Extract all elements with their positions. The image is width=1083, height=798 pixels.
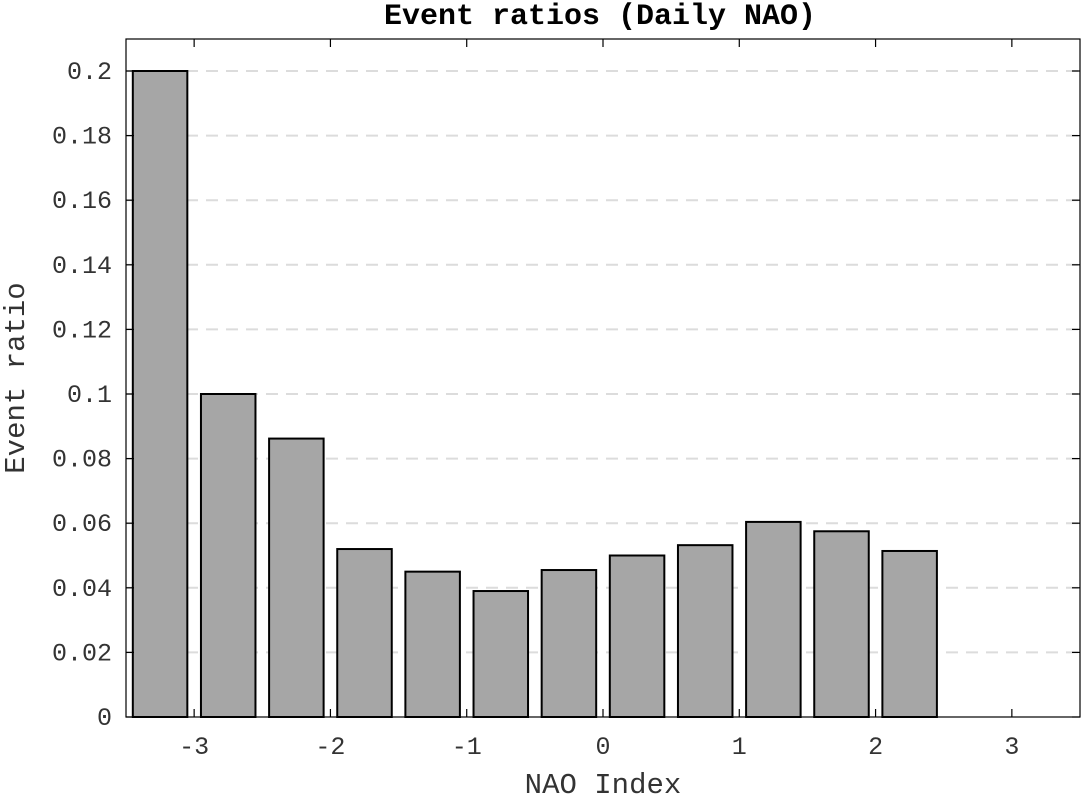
y-tick-label: 0.2 — [67, 58, 112, 87]
bar — [404, 570, 461, 719]
bar — [131, 70, 189, 718]
x-tick-label: -1 — [452, 733, 482, 762]
bars — [131, 70, 938, 719]
bar — [676, 544, 734, 718]
y-tick-label: 0.16 — [52, 187, 112, 216]
x-tick-label: -3 — [179, 733, 209, 762]
bar — [881, 549, 938, 719]
bar — [472, 590, 530, 719]
x-tick-label: -2 — [315, 733, 345, 762]
bar — [540, 569, 598, 718]
y-tick-label: 0.14 — [52, 252, 112, 281]
bar — [813, 530, 870, 719]
x-tick-label: 2 — [868, 733, 883, 762]
y-tick-label: 0.1 — [67, 381, 112, 410]
axis-ticks: 0 0.02 0.04 0.06 0.08 0.1 0.12 0.14 0.16 0.18 0.2 -… — [52, 39, 1080, 762]
bar — [199, 393, 257, 718]
y-tick-label: 0.12 — [52, 316, 112, 345]
bar — [336, 548, 393, 718]
y-tick-label: 0.08 — [52, 446, 112, 475]
y-tick-label: 0.02 — [52, 639, 112, 668]
bar — [268, 437, 325, 718]
bar — [745, 520, 802, 719]
y-axis-label: Event ratio — [0, 282, 33, 473]
x-axis-label: NAO Index — [525, 769, 682, 798]
bar — [608, 554, 666, 718]
x-tick-label: 1 — [732, 733, 747, 762]
x-tick-label: 0 — [595, 733, 610, 762]
chart-title: Event ratios (Daily NAO) — [384, 0, 816, 34]
x-tick-label: 3 — [1004, 733, 1019, 762]
y-tick-label: 0.06 — [52, 510, 112, 539]
y-tick-label: 0.04 — [52, 575, 112, 604]
y-tick-label: 0 — [97, 704, 112, 733]
y-tick-label: 0.18 — [52, 123, 112, 152]
